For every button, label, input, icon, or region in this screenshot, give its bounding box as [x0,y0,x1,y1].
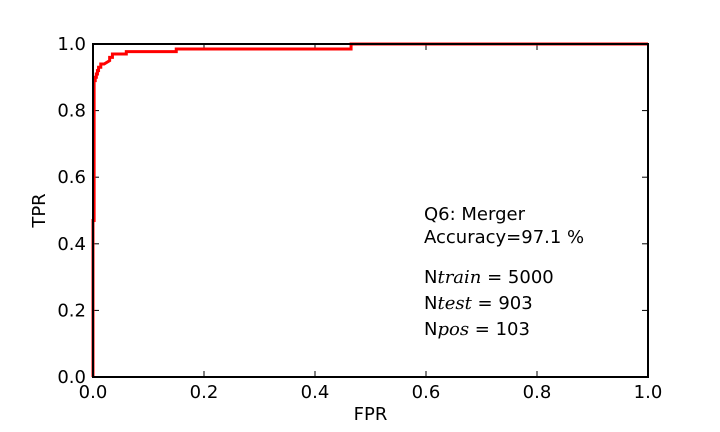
annotation-ntrain: Ntrain = 5000 [424,267,554,288]
annotation-title: Q6: Merger [424,204,526,225]
x-ticks: 0.0 0.2 0.4 0.6 0.8 1.0 [79,44,663,403]
annotation-ntest: Ntest = 903 [424,293,533,314]
npos-value: = 103 [469,319,530,340]
npos-sub: pos [437,319,469,340]
roc-curve [91,42,648,377]
ntest-sub: test [437,293,472,314]
x-tick-label: 0.4 [301,382,330,403]
y-tick-label: 0.0 [57,367,86,388]
x-tick-label: 0.6 [412,382,441,403]
y-tick-label: 0.8 [57,101,86,122]
ntrain-prefix: N [424,267,437,288]
x-tick-label: 0.8 [523,382,552,403]
annotation-block: Q6: Merger Accuracy=97.1 % Ntrain = 5000… [424,204,584,340]
plot-frame [92,43,649,378]
y-tick-label: 0.4 [57,234,86,255]
ntrain-value: = 5000 [481,267,553,288]
y-tick-label: 0.6 [57,167,86,188]
ntrain-sub: train [437,267,481,288]
y-tick-label: 0.2 [57,300,86,321]
x-tick-label: 0.0 [79,382,108,403]
annotation-npos: Npos = 103 [424,319,530,340]
ntest-value: = 903 [472,293,533,314]
x-tick-label: 1.0 [634,382,663,403]
npos-prefix: N [424,319,437,340]
x-axis-label: FPR [354,404,388,425]
annotation-accuracy: Accuracy=97.1 % [424,227,584,248]
ntest-prefix: N [424,293,437,314]
x-tick-label: 0.2 [190,382,219,403]
y-axis-label: TPR [29,193,50,228]
y-tick-label: 1.0 [57,34,86,55]
plot-area [93,44,648,377]
